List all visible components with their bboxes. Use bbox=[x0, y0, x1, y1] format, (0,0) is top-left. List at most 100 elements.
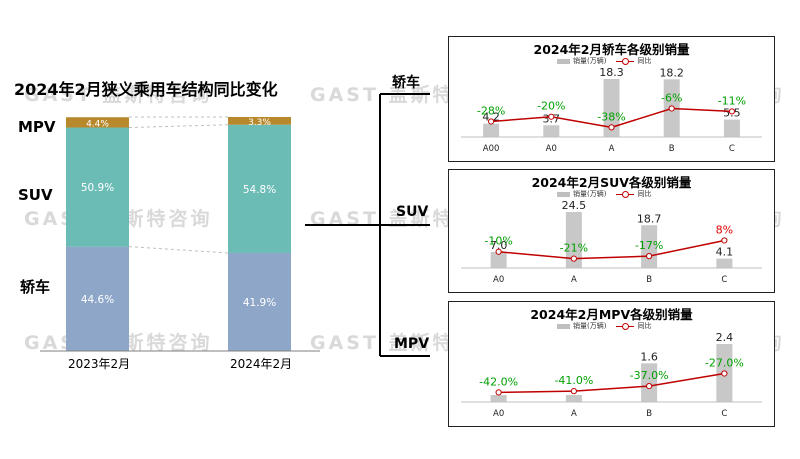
legend-line-swatch bbox=[616, 322, 635, 330]
legend-label: 同比 bbox=[637, 322, 652, 330]
legend-label: 销量(万辆) bbox=[573, 190, 607, 198]
x-tick-label: 2023年2月 bbox=[68, 357, 131, 371]
suv-chart: 7.0 24.5 18.7 4.1 A0 A B C -10% -21% -17% 8% bbox=[461, 199, 762, 285]
connector-label-suv: SUV bbox=[396, 204, 429, 220]
yoy-line bbox=[498, 372, 725, 394]
yoy-value-label: -41.0% bbox=[554, 374, 593, 387]
sales-bar bbox=[543, 125, 560, 137]
sales-bar bbox=[641, 363, 658, 402]
mpv-chart: 1.6 2.4 A0 A B C -42.0% -41.0% -37.0% -27.0% bbox=[461, 331, 762, 419]
segment-label-sedan: 轿车 bbox=[20, 278, 51, 296]
sales-bar bbox=[716, 258, 733, 268]
yoy-value-label: 8% bbox=[716, 223, 733, 236]
yoy-point bbox=[570, 388, 577, 395]
yoy-point bbox=[728, 108, 735, 115]
legend-bar-swatch bbox=[557, 191, 570, 197]
category-tick-label: B bbox=[646, 275, 652, 285]
sales-bar bbox=[641, 225, 658, 268]
sales-value-label: 1.6 bbox=[640, 350, 658, 363]
sales-bar bbox=[490, 252, 507, 268]
yoy-point bbox=[548, 113, 555, 120]
segment-label-mpv: MPV bbox=[18, 118, 56, 136]
segment-value-label: 41.9% bbox=[243, 297, 276, 309]
yoy-value-label: -20% bbox=[537, 100, 565, 113]
category-tick-label: A0 bbox=[493, 409, 504, 419]
yoy-value-label: -21% bbox=[560, 242, 588, 255]
legend-bar-swatch bbox=[557, 58, 570, 64]
yoy-value-label: -38% bbox=[597, 110, 625, 123]
category-tick-label: C bbox=[729, 144, 735, 154]
sales-value-label: 18.3 bbox=[599, 66, 624, 79]
panel-legend: 销量(万辆) 同比 bbox=[557, 189, 651, 199]
panel-title: 2024年2月轿车各级别销量 bbox=[533, 42, 690, 57]
connector-bracket bbox=[305, 93, 430, 357]
sales-value-label: 4.1 bbox=[716, 246, 734, 259]
sales-value-label: 2.4 bbox=[716, 331, 734, 344]
category-tick-label: A bbox=[571, 275, 577, 285]
stacked-segment-2 bbox=[66, 117, 129, 128]
category-tick-label: A0 bbox=[493, 275, 504, 285]
panel-title: 2024年2月MPV各级别销量 bbox=[530, 307, 693, 322]
yoy-point bbox=[646, 382, 653, 390]
yoy-point bbox=[668, 105, 675, 112]
yoy-point bbox=[570, 255, 577, 262]
segment-value-label: 54.8% bbox=[243, 184, 276, 196]
stacked-segment-0 bbox=[66, 246, 129, 351]
legend-bar-swatch bbox=[557, 323, 570, 329]
stacked-segment-0 bbox=[228, 252, 291, 351]
yoy-point bbox=[495, 248, 502, 255]
sedan-panel: 2024年2月轿车各级别销量 销量(万辆)同比 4.23.718.318.25.… bbox=[448, 36, 775, 162]
yoy-value-label: -10% bbox=[484, 235, 512, 248]
panel-legend: 销量(万辆) 同比 bbox=[557, 56, 651, 66]
legend-label: 同比 bbox=[637, 57, 652, 65]
yoy-point bbox=[646, 253, 653, 260]
yoy-value-label: -6% bbox=[661, 91, 682, 104]
segment-label-suv: SUV bbox=[18, 186, 53, 204]
category-tick-label: A bbox=[609, 144, 615, 154]
boundary-dashed-line bbox=[128, 246, 229, 254]
yoy-value-label: -42.0% bbox=[479, 375, 518, 388]
segment-value-label: 3.3% bbox=[248, 118, 271, 128]
sales-bar bbox=[565, 212, 582, 268]
panel-title: 2024年2月SUV各级别销量 bbox=[531, 175, 692, 190]
yoy-value-label: -27.0% bbox=[705, 356, 744, 369]
yoy-point bbox=[488, 118, 495, 125]
x-tick-label: 2024年2月 bbox=[230, 357, 293, 371]
yoy-point bbox=[608, 124, 615, 131]
yoy-value-label: -17% bbox=[635, 239, 663, 252]
segment-value-label: 4.4% bbox=[86, 119, 109, 129]
suv-panel: 2024年2月SUV各级别销量 销量(万辆) 同比 7.0 24.5 18.7 4.1 A… bbox=[448, 169, 775, 293]
sales-bar bbox=[483, 123, 500, 137]
stacked-bar-chart: 44.6% 50.9% 4.4% 41.9% 54.8% 3.3% bbox=[40, 116, 320, 352]
yoy-value-label: -37.0% bbox=[630, 369, 669, 382]
sales-value-label: 18.2 bbox=[659, 66, 684, 79]
sales-value-label: 24.5 bbox=[562, 199, 587, 212]
yoy-point bbox=[721, 370, 728, 377]
legend-label: 销量(万辆) bbox=[573, 57, 607, 65]
category-tick-label: B bbox=[669, 144, 675, 154]
stacked-chart-title: 2024年2月狭义乘用车结构同比变化 bbox=[14, 80, 278, 99]
yoy-point bbox=[721, 237, 728, 244]
category-tick-label: A0 bbox=[546, 144, 557, 154]
connector-label-mpv: MPV bbox=[394, 336, 430, 352]
panel-legend: 销量(万辆) 同比 bbox=[557, 321, 651, 331]
legend-label: 同比 bbox=[637, 190, 652, 198]
legend-line-swatch bbox=[616, 190, 635, 198]
segment-value-label: 50.9% bbox=[81, 182, 114, 194]
stacked-segment-1 bbox=[228, 124, 291, 253]
yoy-value-label: -28% bbox=[477, 104, 505, 117]
category-tick-label: A00 bbox=[483, 144, 500, 154]
category-tick-label: C bbox=[721, 275, 727, 285]
category-tick-label: B bbox=[646, 409, 652, 419]
category-tick-label: C bbox=[721, 409, 727, 419]
sales-value-label: 7.0 bbox=[490, 239, 508, 252]
sales-value-label: 18.7 bbox=[637, 212, 662, 225]
yoy-value-label: -11% bbox=[718, 94, 746, 107]
sales-bar bbox=[490, 395, 507, 402]
sales-bar bbox=[603, 79, 620, 137]
yoy-line bbox=[498, 239, 725, 260]
sales-bar bbox=[565, 395, 582, 402]
legend-label: 销量(万辆) bbox=[573, 322, 607, 330]
legend-line-swatch bbox=[616, 57, 635, 65]
connector-label-sedan: 轿车 bbox=[392, 75, 420, 91]
